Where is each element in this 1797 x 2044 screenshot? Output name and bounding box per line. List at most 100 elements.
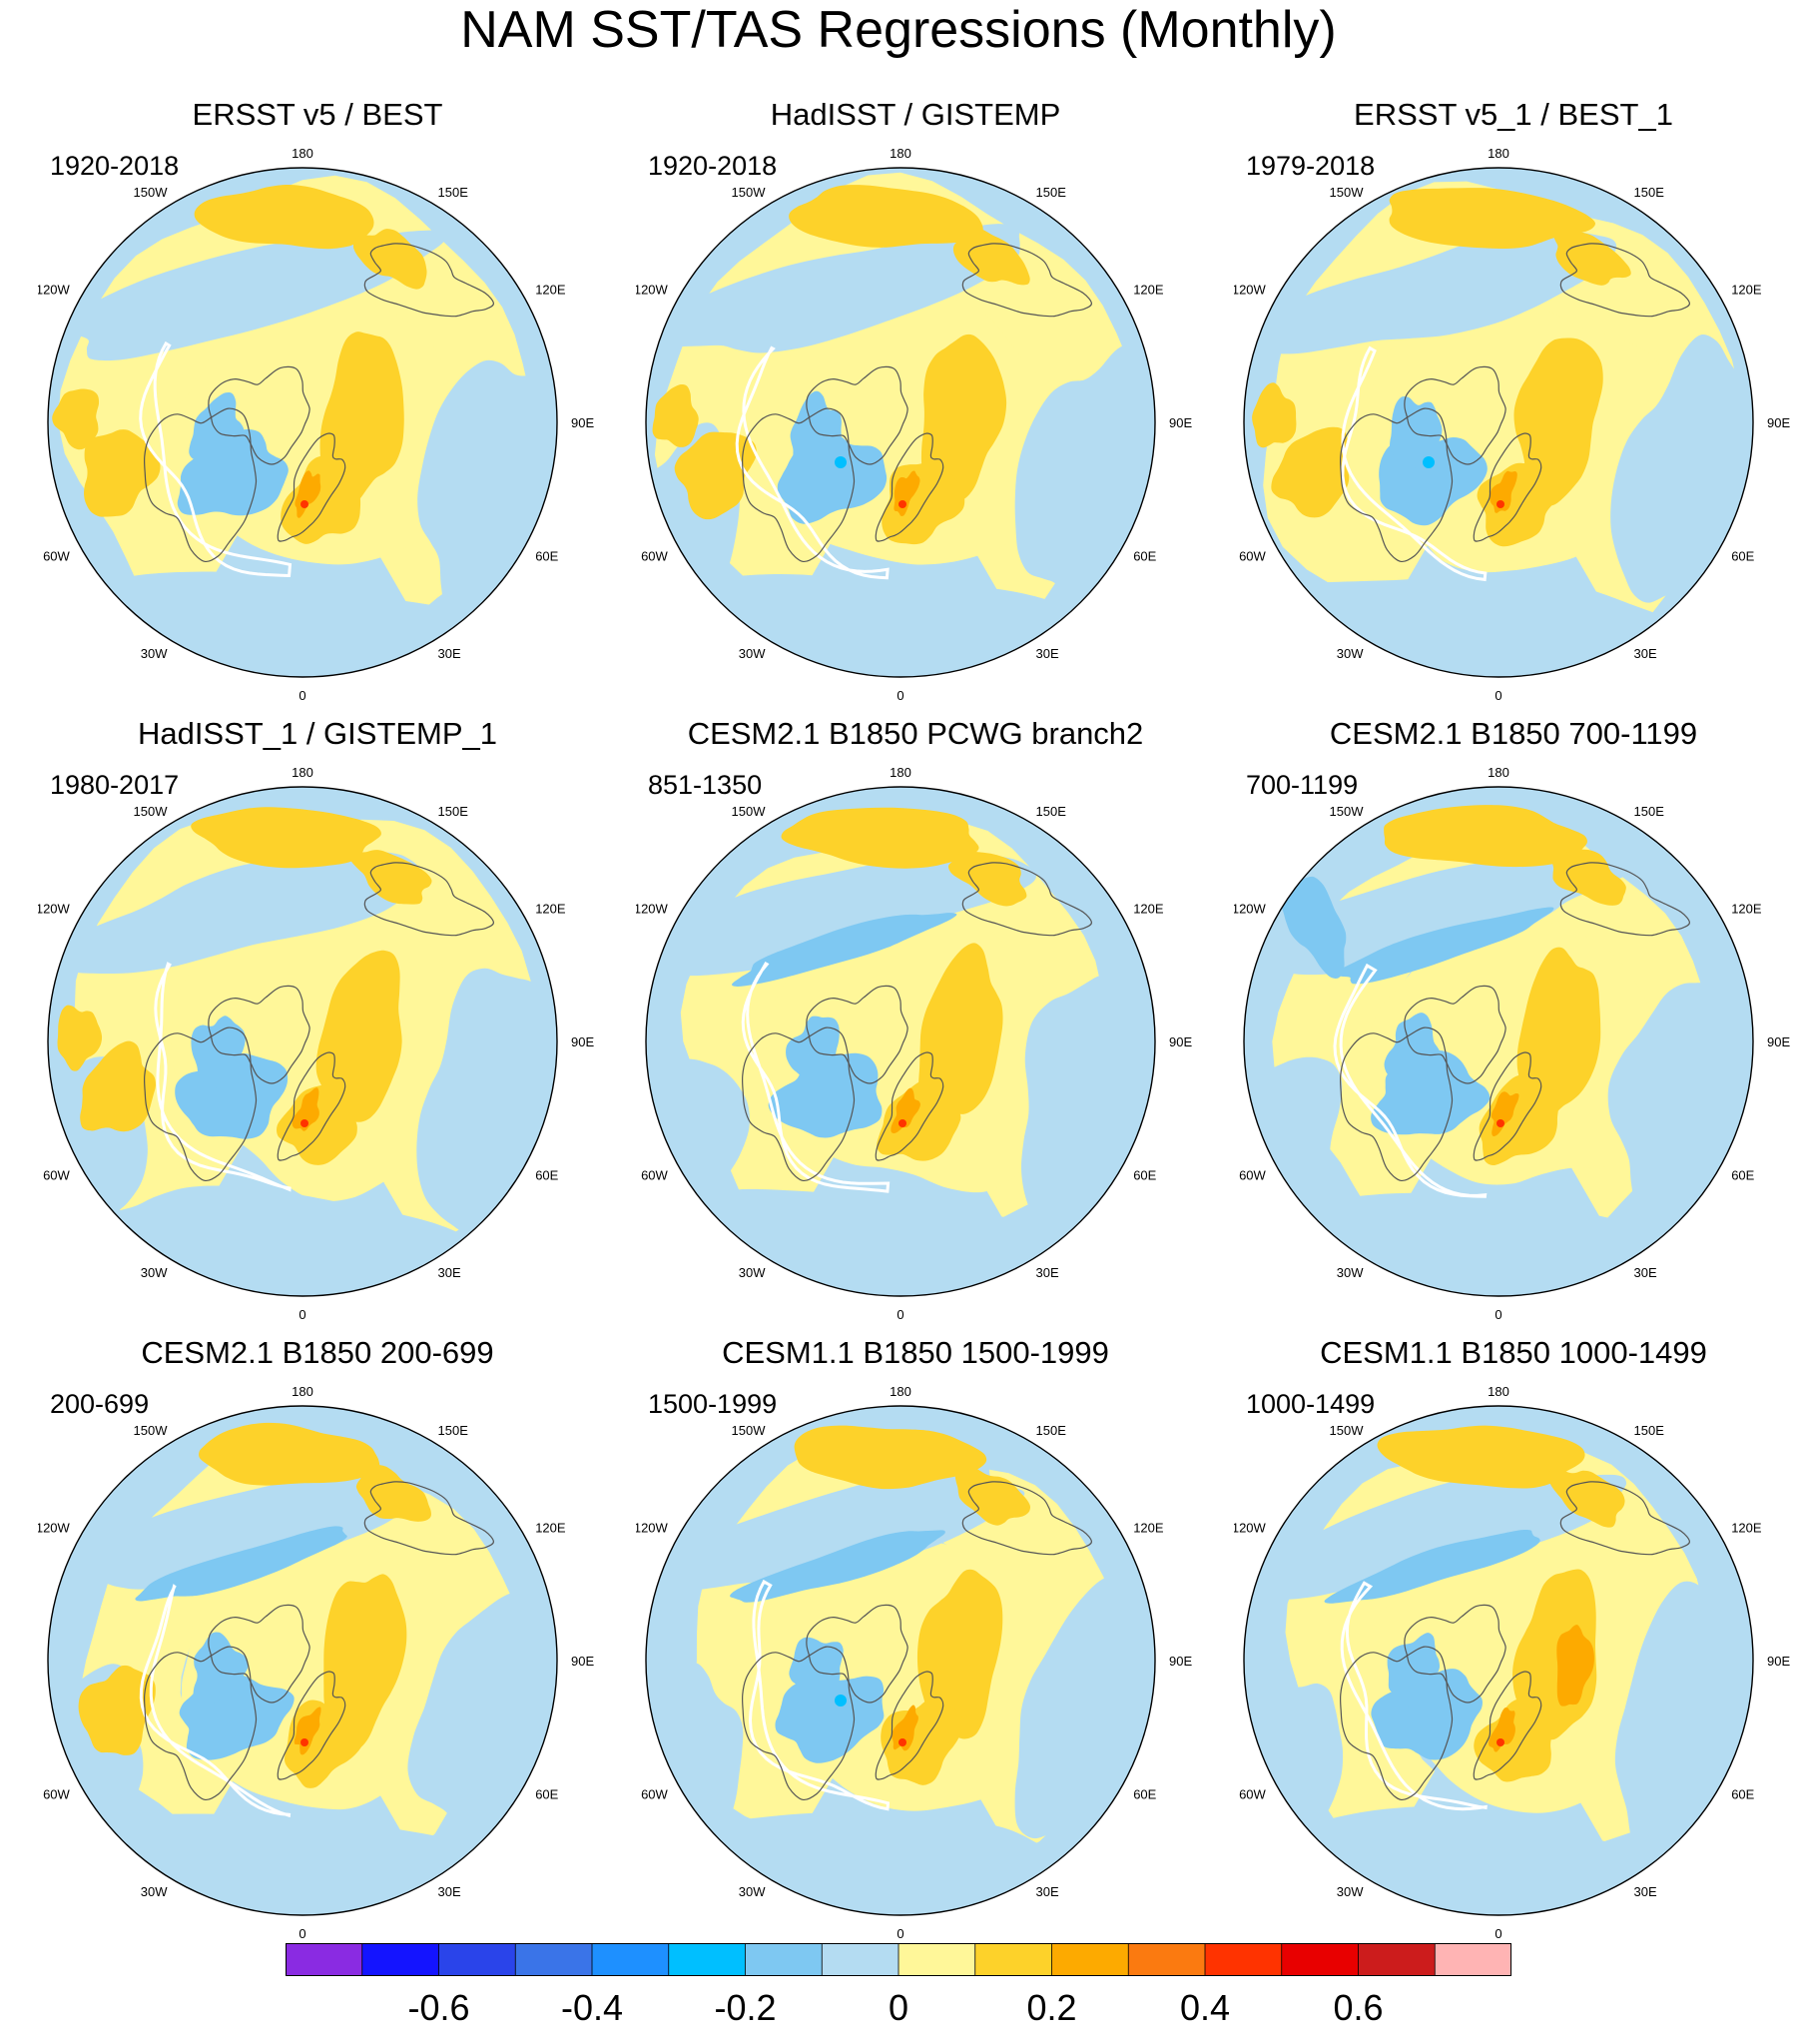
map-panel: 180150E120E90E60E30E030W60W90W120W150WCE… [1234, 714, 1793, 1353]
longitude-label: 90E [1169, 415, 1192, 430]
longitude-label: 150W [134, 804, 169, 819]
longitude-label: 180 [292, 146, 313, 161]
longitude-label: 30W [141, 1884, 168, 1899]
longitude-label: 30E [438, 1884, 461, 1899]
polar-map: 180150E120E90E60E30E030W60W90W120W150W [38, 765, 594, 1322]
longitude-label: 120W [636, 1521, 669, 1536]
longitude-label: 90E [1767, 1034, 1790, 1049]
map-panel: 180150E120E90E60E30E030W60W90W120W150WCE… [636, 714, 1195, 1353]
longitude-label: 180 [1488, 765, 1509, 780]
panel-period: 1979-2018 [1246, 151, 1376, 181]
colorbar-tick-label: -0.6 [407, 1987, 470, 2028]
longitude-label: 60E [1731, 1168, 1754, 1183]
panel-period: 1500-1999 [648, 1389, 778, 1419]
regression-field [1244, 168, 1753, 677]
longitude-label: 60E [535, 549, 558, 564]
longitude-label: 30E [1036, 1884, 1059, 1899]
polar-map: 180150E120E90E60E30E030W60W90W120W150W [38, 1384, 594, 1941]
longitude-label: 30W [739, 1884, 766, 1899]
panel-title: CESM1.1 B1850 1500-1999 [722, 1335, 1109, 1370]
colorbar-swatch [515, 1943, 592, 1976]
colorbar-swatch [1205, 1943, 1282, 1976]
longitude-label: 150E [1634, 804, 1665, 819]
longitude-label: 120E [1731, 1521, 1762, 1536]
map-panel: 180150E120E90E60E30E030W60W90W120W150WER… [38, 95, 597, 734]
regression-field [1244, 1406, 1753, 1915]
longitude-label: 150E [438, 1423, 469, 1438]
longitude-label: 120E [535, 902, 566, 917]
coastlines [143, 862, 495, 1192]
map-boundary [1243, 786, 1754, 1297]
longitude-label: 90E [571, 1034, 594, 1049]
longitude-label: 60W [43, 1787, 70, 1802]
longitude-label: 120E [1731, 902, 1762, 917]
longitude-label: 150E [1036, 185, 1067, 200]
map-boundary [645, 1405, 1156, 1916]
map-boundary [47, 167, 558, 678]
longitude-label: 60W [1239, 549, 1266, 564]
longitude-label: 0 [897, 1926, 903, 1941]
longitude-label: 30W [141, 646, 168, 661]
longitude-label: 180 [292, 1384, 313, 1399]
longitude-label: 120W [38, 283, 71, 298]
panel-period: 200-699 [50, 1389, 150, 1419]
polar-map: 180150E120E90E60E30E030W60W90W120W150W [1234, 146, 1790, 703]
longitude-label: 150E [1634, 185, 1665, 200]
longitude-label: 60W [641, 1787, 668, 1802]
longitude-label: 180 [1488, 146, 1509, 161]
map-panel: 180150E120E90E60E30E030W60W90W120W150WCE… [636, 1333, 1195, 1972]
longitude-label: 120W [38, 902, 71, 917]
colorbar-swatch [974, 1943, 1052, 1976]
map-boundary [645, 786, 1156, 1297]
longitude-label: 120W [38, 1521, 71, 1536]
regression-field [646, 1406, 1155, 1915]
longitude-label: 120E [1133, 1521, 1164, 1536]
longitude-label: 60E [1731, 1787, 1754, 1802]
regression-field [646, 168, 1155, 677]
longitude-label: 150W [1330, 804, 1365, 819]
longitude-label: 90E [1767, 415, 1790, 430]
coastlines [741, 862, 1093, 1193]
longitude-label: 30E [438, 646, 461, 661]
regression-field [1244, 787, 1753, 1296]
colorbar-tick-label: 0 [888, 1987, 909, 2028]
coastlines [1333, 862, 1691, 1198]
longitude-label: 0 [1495, 1926, 1501, 1941]
longitude-label: 0 [897, 1307, 903, 1322]
longitude-label: 90E [1767, 1654, 1790, 1669]
colorbar-tick-label: 0.4 [1179, 1987, 1231, 2028]
panel-title: HadISST_1 / GISTEMP_1 [137, 716, 498, 751]
longitude-label: 150E [1036, 1423, 1067, 1438]
colorbar-swatch [822, 1943, 898, 1976]
polar-map: 180150E120E90E60E30E030W60W90W120W150W [636, 765, 1192, 1322]
longitude-label: 0 [1495, 1307, 1501, 1322]
colorbar-tick-label: 0.2 [1026, 1987, 1077, 2028]
coastlines [1339, 1481, 1691, 1811]
colorbar-tick-label: -0.4 [560, 1987, 624, 2028]
longitude-label: 150W [1330, 1423, 1365, 1438]
colorbar-swatch [1435, 1943, 1511, 1976]
longitude-label: 150E [438, 185, 469, 200]
longitude-label: 180 [890, 765, 911, 780]
longitude-label: 60E [535, 1787, 558, 1802]
colorbar-swatch [361, 1943, 439, 1976]
longitude-label: 30W [739, 1265, 766, 1280]
panel-period: 1920-2018 [50, 151, 180, 181]
map-boundary [47, 786, 558, 1297]
coastlines [1339, 243, 1691, 582]
colorbar-swatch [668, 1943, 746, 1976]
longitude-label: 30W [1337, 646, 1364, 661]
longitude-label: 30W [1337, 1265, 1364, 1280]
longitude-label: 120W [636, 902, 669, 917]
longitude-label: 0 [1495, 688, 1501, 703]
panel-period: 851-1350 [648, 770, 763, 800]
figure-title: NAM SST/TAS Regressions (Monthly) [460, 1, 1337, 59]
longitude-label: 120E [1133, 902, 1164, 917]
coastlines [139, 1481, 495, 1818]
polar-map: 180150E120E90E60E30E030W60W90W120W150W [636, 146, 1192, 703]
longitude-label: 90E [571, 415, 594, 430]
regression-field [48, 168, 557, 677]
polar-map: 180150E120E90E60E30E030W60W90W120W150W [1234, 765, 1790, 1322]
polar-map: 180150E120E90E60E30E030W60W90W120W150W [636, 1384, 1192, 1941]
longitude-label: 120W [1234, 1521, 1267, 1536]
